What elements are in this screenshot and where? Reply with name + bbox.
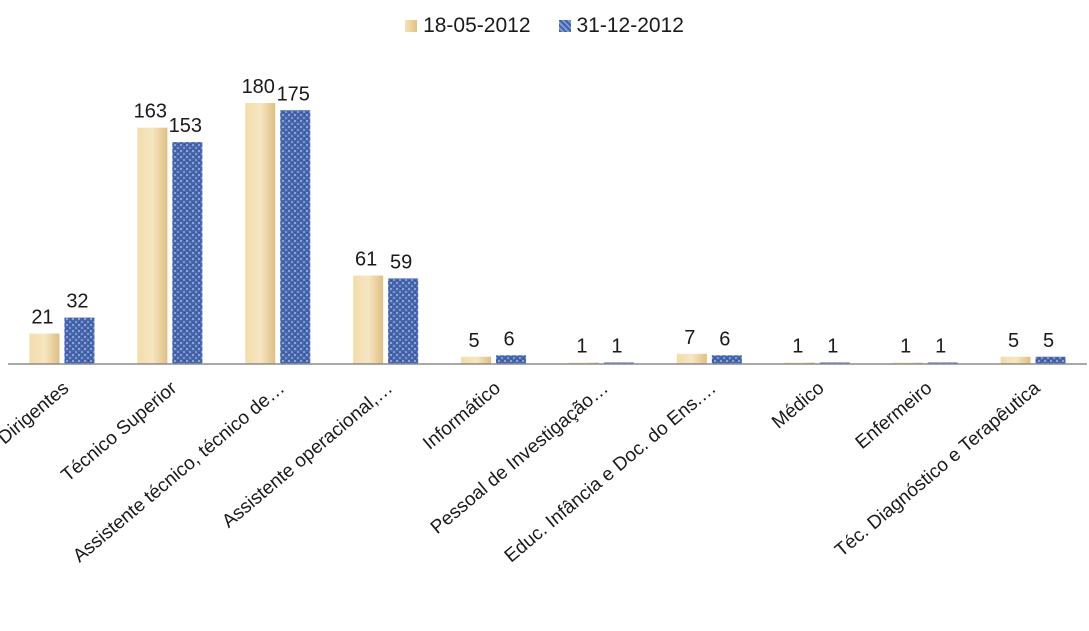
data-label-2-4: 59 (390, 251, 412, 273)
bar-2-5 (496, 355, 527, 364)
legend-swatch-series-1 (405, 20, 418, 32)
x-tick-label-9: Enfermeiro (852, 378, 937, 454)
data-label-1-8: 1 (792, 336, 803, 358)
data-label-1-3: 180 (242, 76, 275, 98)
bar-1-1 (29, 333, 60, 364)
data-label-1-10: 5 (1008, 330, 1019, 352)
x-tick-label-4: Assistente operacional,… (218, 378, 397, 533)
data-label-2-7: 6 (719, 328, 730, 350)
bar-1-5 (461, 356, 492, 364)
data-label-2-1: 32 (66, 291, 88, 313)
legend-swatch-series-2 (558, 20, 571, 32)
data-label-1-6: 1 (576, 336, 587, 358)
data-label-1-2: 163 (134, 101, 167, 123)
bar-2-2 (172, 142, 203, 364)
x-tick-label-10: Téc. Diagnóstico e Terapêutica (831, 377, 1044, 561)
bar-2-3 (280, 110, 311, 364)
legend-label-series-1: 18-05-2012 (423, 14, 531, 37)
chart-legend: 18-05-2012 31-12-2012 (0, 14, 1089, 38)
x-tick-label-1: Dirigentes (0, 378, 73, 449)
legend-item-series-1: 18-05-2012 (405, 14, 531, 38)
bar-1-4 (353, 275, 384, 364)
bar-1-10 (1000, 356, 1031, 364)
data-label-1-7: 7 (684, 327, 695, 349)
data-label-2-6: 1 (611, 336, 622, 358)
data-label-2-8: 1 (827, 336, 838, 358)
x-tick-label-5: Informático (419, 378, 504, 454)
data-label-1-4: 61 (355, 249, 377, 271)
data-label-2-9: 1 (935, 336, 946, 358)
data-label-2-10: 5 (1043, 330, 1054, 352)
data-label-2-2: 153 (169, 115, 202, 137)
bar-2-7 (711, 355, 742, 364)
bar-1-2 (137, 127, 168, 365)
bar-1-7 (676, 353, 707, 364)
bar-2-4 (388, 278, 419, 364)
x-tick-label-2: Técnico Superior (58, 377, 182, 486)
data-label-1-5: 5 (468, 330, 479, 352)
data-label-1-1: 21 (31, 307, 53, 329)
data-label-1-9: 1 (900, 336, 911, 358)
legend-label-series-2: 31-12-2012 (576, 14, 684, 37)
x-tick-label-3: Assistente técnico, técnico de… (69, 378, 289, 567)
x-tick-label-7: Educ. Infância e Doc. do Ens.… (501, 378, 721, 567)
data-label-2-3: 175 (277, 83, 310, 105)
legend-item-series-2: 31-12-2012 (558, 14, 684, 38)
data-label-2-5: 6 (503, 328, 514, 350)
bar-1-3 (245, 103, 276, 364)
bar-2-1 (64, 317, 95, 364)
x-tick-label-8: Médico (768, 378, 828, 433)
bar-2-10 (1035, 356, 1066, 364)
x-tick-label-6: Pessoal de Investigação… (427, 378, 613, 539)
